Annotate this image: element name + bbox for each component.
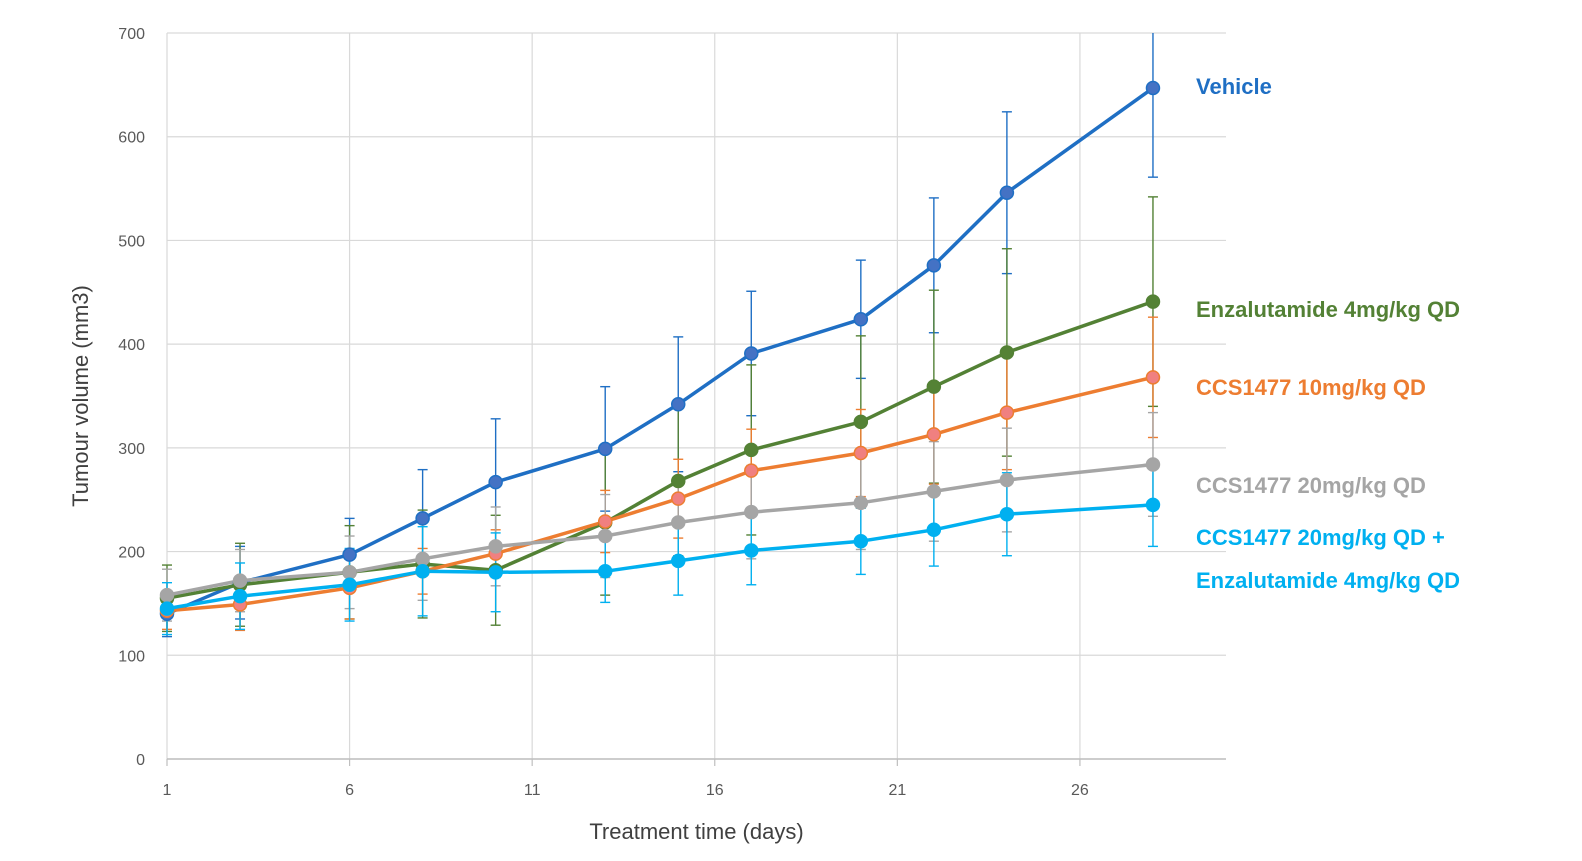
data-point: [232, 588, 248, 604]
data-point: [159, 601, 175, 616]
data-point: [744, 504, 759, 520]
data-point: [744, 442, 759, 458]
series-markers: [159, 80, 1161, 622]
data-point: [342, 577, 357, 593]
x-tick-label: 11: [524, 782, 541, 799]
data-point: [926, 484, 942, 499]
data-point: [1145, 294, 1161, 309]
series-lines: [166, 86, 1155, 616]
data-point: [853, 312, 869, 327]
data-point: [1145, 497, 1161, 513]
y-tick-label: 200: [118, 545, 145, 562]
series-label: Enzalutamide 4mg/kg QD: [1196, 297, 1460, 322]
data-point: [926, 379, 942, 394]
y-tick-label: 400: [118, 337, 145, 354]
data-point: [597, 564, 613, 579]
data-point: [999, 345, 1015, 360]
chart-axes: [166, 758, 1226, 766]
y-tick-label: 700: [118, 26, 145, 43]
x-axis-title: Treatment time (days): [589, 819, 803, 844]
data-point: [415, 551, 430, 567]
data-point: [342, 547, 357, 562]
data-point: [597, 514, 613, 529]
data-point: [597, 441, 613, 457]
series-label: Vehicle: [1196, 74, 1272, 99]
data-point: [415, 511, 430, 526]
y-tick-label: 500: [118, 233, 145, 250]
series-label: CCS1477 20mg/kg QD +: [1196, 525, 1445, 550]
data-point: [853, 533, 869, 549]
error-bars: [162, 33, 1158, 638]
data-point: [926, 522, 942, 538]
data-point: [744, 543, 759, 558]
data-point: [926, 258, 942, 273]
data-point: [232, 573, 248, 588]
series-line: [166, 86, 1155, 616]
data-point: [999, 472, 1015, 488]
series-label: Enzalutamide 4mg/kg QD: [1196, 568, 1460, 593]
y-tick-label: 100: [118, 648, 145, 665]
x-tick-label: 6: [345, 782, 354, 799]
data-point: [488, 565, 503, 580]
data-point: [488, 474, 503, 490]
series-labels: Vehicle Enzalutamide 4mg/kg QD CCS1477 10m…: [1196, 74, 1460, 593]
data-point: [853, 414, 869, 430]
data-point: [488, 539, 503, 554]
data-point: [1145, 80, 1161, 96]
x-tick-label: 21: [888, 782, 906, 799]
data-point: [1145, 457, 1161, 472]
data-point: [670, 397, 686, 412]
data-point: [926, 427, 942, 442]
data-point: [999, 405, 1015, 420]
series-line: [166, 462, 1154, 597]
x-tick-label: 26: [1071, 782, 1089, 799]
data-point: [159, 587, 175, 603]
data-point: [670, 473, 686, 489]
chart-gridlines: [166, 32, 1226, 760]
data-point: [744, 346, 759, 361]
data-point: [853, 495, 869, 511]
x-tick-label: 1: [163, 782, 172, 799]
x-tick-label: 16: [706, 782, 724, 799]
series-label: CCS1477 20mg/kg QD: [1196, 473, 1426, 498]
y-axis-title: Tumour volume (mm3): [68, 285, 93, 507]
data-point: [415, 564, 430, 579]
series-line: [166, 503, 1154, 611]
series-label: CCS1477 10mg/kg QD: [1196, 375, 1426, 400]
data-point: [1145, 370, 1161, 385]
data-point: [670, 491, 686, 506]
data-point: [597, 528, 613, 544]
y-tick-label: 0: [136, 752, 145, 769]
data-point: [670, 515, 686, 530]
y-tick-label: 300: [118, 441, 145, 458]
data-point: [744, 463, 759, 478]
data-point: [999, 185, 1015, 200]
data-point: [853, 445, 869, 461]
y-tick-label: 600: [118, 130, 145, 147]
data-point: [342, 565, 357, 580]
data-point: [999, 506, 1015, 522]
series-line: [166, 375, 1154, 613]
data-point: [670, 553, 686, 569]
